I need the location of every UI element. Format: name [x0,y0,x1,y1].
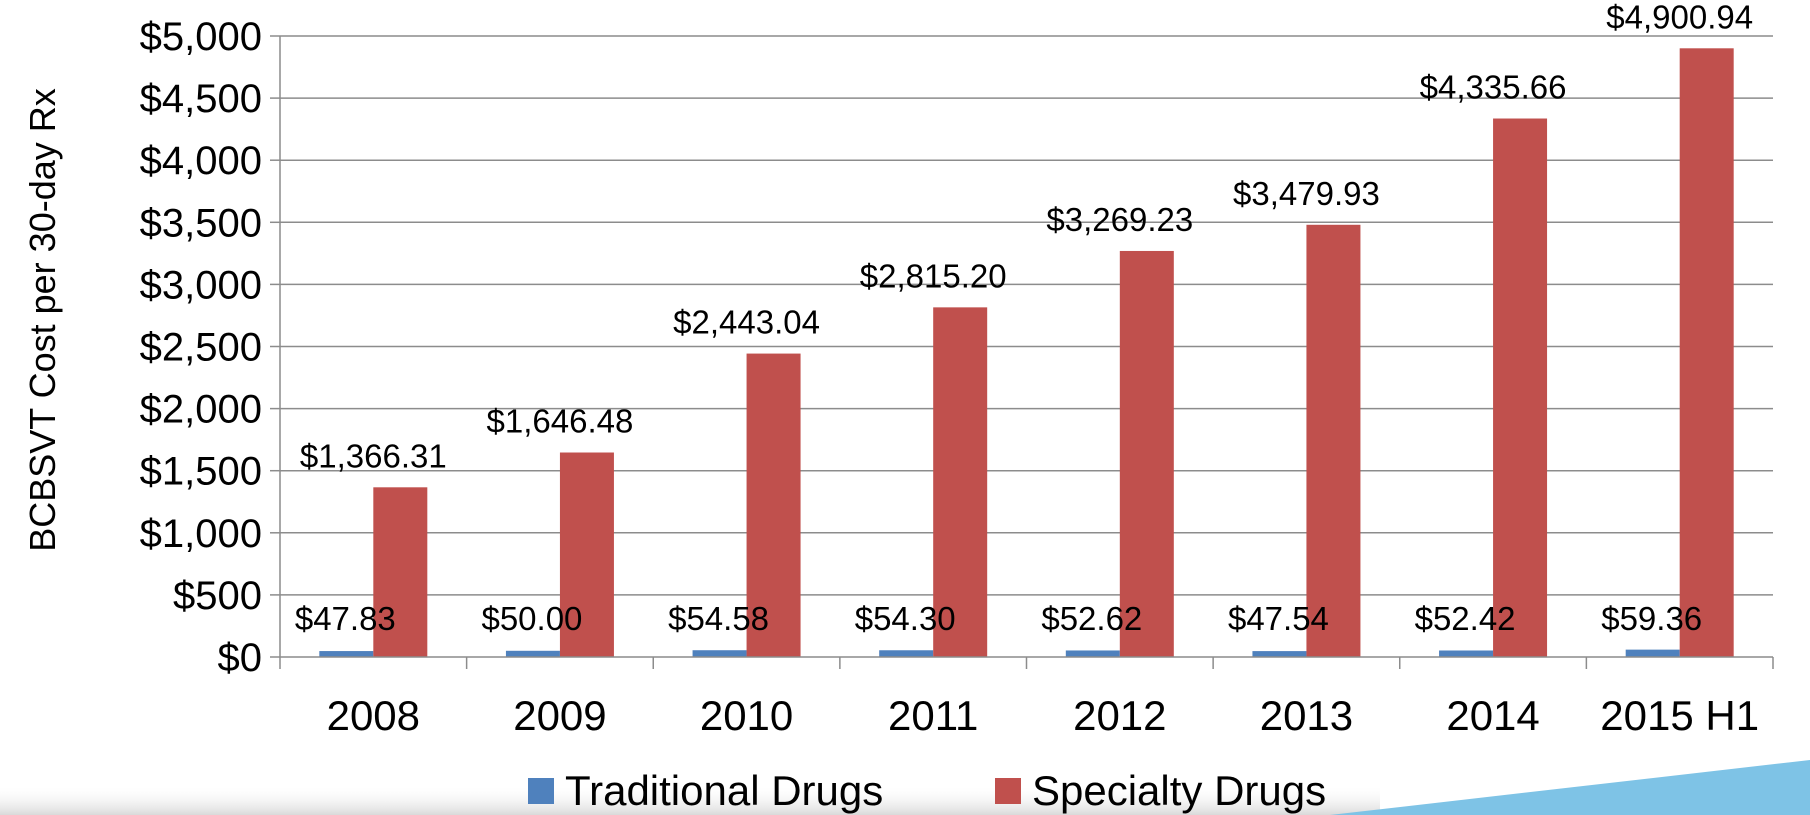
data-label-specialty-drugs: $1,646.48 [487,403,634,440]
legend: Traditional Drugs Specialty Drugs [528,767,1326,814]
bar-traditional-drugs [1625,649,1680,657]
bar-traditional-drugs [692,650,747,657]
data-label-specialty-drugs: $3,269.23 [1046,201,1193,238]
bar-specialty-drugs [746,353,801,657]
y-tick-label: $1,500 [140,450,262,494]
legend-label-traditional-drugs: Traditional Drugs [565,767,883,814]
y-tick-label: $2,000 [140,388,262,432]
bar-specialty-drugs [373,487,428,657]
data-label-traditional-drugs: $52.42 [1415,600,1516,637]
data-label-specialty-drugs: $4,900.94 [1606,0,1753,35]
legend-swatch-specialty-drugs [995,778,1021,804]
data-label-specialty-drugs: $3,479.93 [1233,175,1380,212]
bar-traditional-drugs [319,651,374,657]
y-tick-label: $0 [218,636,263,680]
bar-traditional-drugs [505,650,560,657]
legend-label-specialty-drugs: Specialty Drugs [1032,767,1326,814]
y-tick-label: $3,000 [140,263,262,307]
bar-specialty-drugs [1306,224,1361,657]
data-label-traditional-drugs: $47.83 [295,600,396,637]
x-tick-label: 2013 [1260,692,1353,739]
x-tick-label: 2012 [1073,692,1166,739]
x-tick-label: 2008 [327,692,420,739]
y-tick-label: $5,000 [140,15,262,59]
bar-specialty-drugs [933,307,988,657]
y-tick-label: $3,500 [140,201,262,245]
legend-swatch-traditional-drugs [528,778,554,804]
y-tick-label: $2,500 [140,326,262,370]
x-tick-label: 2009 [513,692,606,739]
bar-specialty-drugs [559,452,614,657]
data-label-traditional-drugs: $47.54 [1228,600,1329,637]
y-axis-label: BCBSVT Cost per 30-day Rx [22,88,63,552]
decorative-accent-wedge [1330,760,1810,815]
bar-traditional-drugs [1252,651,1307,657]
data-label-traditional-drugs: $54.58 [668,600,769,637]
bars [319,48,1734,658]
y-tick-label: $4,000 [140,139,262,183]
bar-traditional-drugs [1439,650,1494,657]
data-labels: $47.83 $1,366.31 $50.00 $1,646.48 $54.58 $2,4… [295,0,1753,637]
data-label-specialty-drugs: $2,443.04 [673,304,820,341]
bar-traditional-drugs [1065,650,1120,657]
data-label-traditional-drugs: $54.30 [855,600,956,637]
y-tick-label: $500 [173,574,262,618]
data-label-specialty-drugs: $2,815.20 [860,257,1007,294]
bar-traditional-drugs [879,650,934,657]
data-label-traditional-drugs: $50.00 [481,600,582,637]
data-label-traditional-drugs: $52.62 [1041,600,1142,637]
bar-specialty-drugs [1119,250,1174,657]
decorative-bottom-fade [0,785,1380,815]
x-tick-label: 2010 [700,692,793,739]
y-tick-label: $1,000 [140,512,262,556]
data-label-traditional-drugs: $59.36 [1601,600,1702,637]
bar-specialty-drugs [1493,118,1548,657]
x-tick-label: 2011 [888,692,978,739]
y-tick-label: $4,500 [140,77,262,121]
gridlines [280,35,1773,596]
x-axis: 2008 2009 2010 2011 2012 2013 2014 2015 H1 [279,656,1774,739]
data-label-specialty-drugs: $1,366.31 [300,437,447,474]
x-tick-label: 2015 H1 [1600,692,1759,739]
bar-specialty-drugs [1679,48,1734,658]
data-label-specialty-drugs: $4,335.66 [1420,69,1567,106]
y-axis-ticks: $0 $500 $1,000 $1,500 $2,000 $2,500 $3,000 $3,5… [140,15,280,680]
x-tick-label: 2014 [1446,692,1539,739]
